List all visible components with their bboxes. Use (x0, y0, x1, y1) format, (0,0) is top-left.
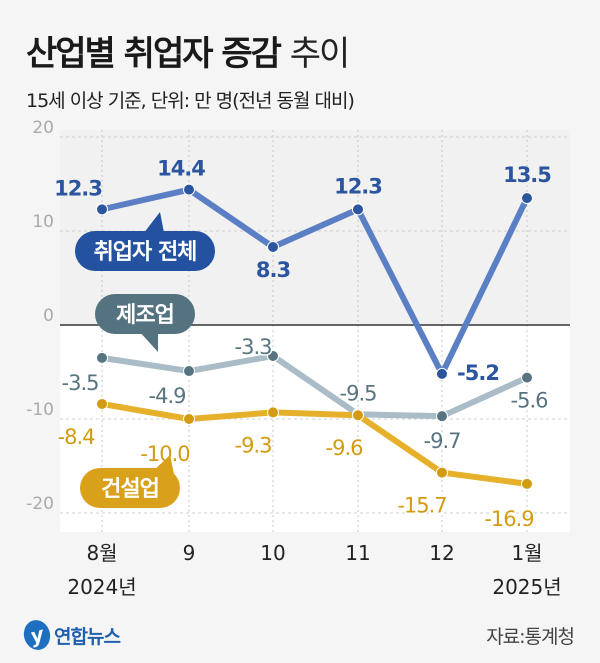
data-label: 8.3 (256, 258, 290, 282)
data-point (352, 409, 364, 422)
data-point (436, 367, 448, 380)
data-label: -3.5 (62, 371, 99, 395)
series-line-0 (101, 186, 530, 377)
data-point (267, 406, 279, 419)
data-label: -15.7 (397, 494, 446, 518)
data-label: -5.6 (511, 389, 549, 413)
data-point (521, 192, 533, 205)
series-tag-1: 제조업 (95, 294, 195, 352)
logo-text: 연합뉴스 (54, 625, 121, 648)
data-point (267, 350, 279, 363)
data-label: 13.5 (503, 163, 551, 187)
yonhap-logo-icon: y (20, 617, 54, 653)
y-tick-label: 10 (32, 212, 54, 232)
data-point (96, 203, 108, 216)
data-label: -9.3 (235, 433, 272, 457)
tag-label: 건설업 (101, 477, 159, 502)
y-tick-label: -10 (26, 400, 54, 420)
y-tick-label: -20 (26, 494, 54, 514)
data-label: -9.6 (326, 436, 364, 460)
tag-pointer (138, 330, 158, 352)
tag-background (95, 294, 195, 334)
y-tick-label: 0 (43, 306, 54, 326)
title-bold: 산업별 취업자 증감 (26, 34, 282, 74)
data-label: -5.2 (457, 361, 499, 385)
source-text: 자료:통계청 (486, 626, 575, 648)
tag-label: 제조업 (116, 303, 174, 328)
tag-label: 취업자 전체 (94, 240, 197, 265)
title-light: 추이 (289, 34, 351, 74)
tag-background (80, 468, 180, 508)
data-label: -16.9 (484, 507, 533, 531)
data-point (521, 371, 533, 384)
data-label: -9.5 (340, 381, 377, 405)
x-tick-label: 12 (429, 541, 454, 565)
x-tick-label: 9 (183, 541, 196, 565)
data-point (436, 466, 448, 479)
data-label: -9.7 (424, 429, 461, 453)
data-point (521, 477, 533, 490)
series-line-1 (101, 353, 529, 420)
data-point (96, 351, 108, 364)
data-label: -3.3 (235, 335, 272, 359)
x-tick-label: 10 (260, 541, 285, 565)
data-point (183, 183, 195, 196)
x-tick-label: 1월 (511, 541, 542, 565)
data-label: -4.9 (149, 384, 186, 408)
data-label: 12.3 (334, 174, 382, 198)
data-point (436, 410, 448, 423)
y-tick-label: 20 (32, 118, 54, 138)
data-label: 14.4 (157, 157, 205, 181)
data-point (352, 203, 364, 216)
data-point (96, 397, 108, 410)
data-label: 12.3 (54, 176, 102, 200)
yonhap-logo: y 연합뉴스 (20, 617, 121, 653)
data-label: -8.4 (58, 425, 96, 449)
x-year-label: 2024년 (67, 575, 136, 599)
tag-background (75, 231, 215, 271)
x-tick-label: 8월 (86, 541, 117, 565)
chart-title: 산업별 취업자 증감 추이 (26, 26, 351, 75)
series-tag-0: 취업자 전체 (75, 212, 215, 271)
series-tag-2: 건설업 (80, 455, 180, 508)
data-point (183, 365, 195, 378)
x-tick-label: 11 (345, 541, 370, 565)
series-line-2 (101, 401, 528, 487)
data-point (267, 240, 279, 253)
x-year-label: 2025년 (492, 575, 561, 599)
chart-subtitle: 15세 이상 기준, 단위: 만 명(전년 동월 대비) (26, 90, 355, 112)
data-point (183, 413, 195, 425)
